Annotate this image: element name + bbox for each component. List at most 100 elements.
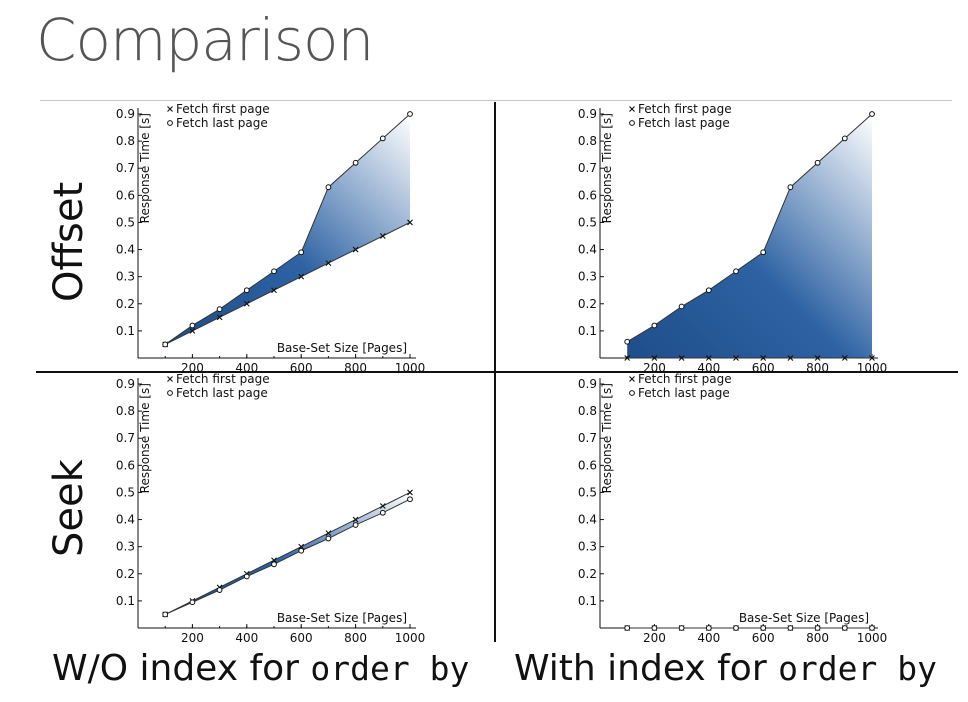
x-tick-label: 800 — [806, 361, 829, 375]
x-tick-label: 1000 — [857, 631, 888, 645]
point-marker-o — [705, 625, 712, 631]
y-tick-label: 0.4 — [578, 243, 597, 257]
x-tick-label: 800 — [344, 361, 367, 375]
point-marker-o — [271, 561, 277, 568]
x-tick-label: 600 — [752, 361, 775, 375]
x-tick-label: 400 — [697, 631, 720, 645]
point-marker-x — [379, 233, 386, 239]
point-marker-o — [705, 287, 712, 294]
y-axis-label: Response Time [s] — [600, 113, 614, 223]
point-marker-o — [678, 303, 685, 310]
y-tick-label: 0.5 — [116, 215, 135, 229]
chart-seek-without-index: 0.1 0.2 0.3 0.4 0.5 0.6 0.7 0.8 0.9 200 400 600 800 1… — [116, 372, 426, 645]
point-marker-x — [216, 314, 223, 321]
point-marker-o — [760, 249, 767, 256]
x-axis-label: Base-Set Size [Pages] — [739, 611, 869, 625]
x-tick-label: 1000 — [395, 361, 426, 375]
y-axis-label: Response Time [s] — [138, 113, 152, 223]
point-marker-x — [787, 355, 794, 361]
point-marker-o — [787, 625, 794, 631]
point-marker-x — [407, 219, 413, 226]
y-tick-label: 0.6 — [578, 188, 597, 202]
point-marker-o — [379, 509, 386, 516]
series-line-last-page — [164, 113, 411, 345]
legend-marker-x — [629, 106, 635, 112]
y-tick-label: 0.5 — [578, 485, 597, 499]
point-marker-o — [407, 111, 413, 117]
x-axis-label: Base-Set Size [Pages] — [277, 611, 407, 625]
point-marker-o — [216, 306, 223, 313]
x-tick-label: 400 — [235, 631, 258, 645]
point-marker-o — [760, 625, 767, 631]
x-tick-label: 600 — [752, 631, 775, 645]
legend-label: Fetch last page — [176, 116, 268, 130]
y-tick-label: 0.1 — [578, 324, 597, 338]
point-marker-x — [189, 328, 196, 334]
point-marker-x — [298, 543, 305, 550]
point-marker-o — [869, 111, 875, 117]
x-tick-label: 200 — [181, 631, 204, 645]
point-marker-x — [298, 273, 305, 280]
x-tick-label: 600 — [290, 361, 313, 375]
point-marker-o — [814, 159, 821, 166]
point-marker-o — [325, 184, 332, 191]
y-tick-label: 0.7 — [578, 161, 597, 175]
y-tick-label: 0.9 — [578, 107, 597, 121]
point-marker-o — [407, 496, 413, 503]
point-marker-o — [814, 625, 821, 631]
point-marker-x — [869, 355, 875, 361]
legend-marker-x — [167, 106, 173, 112]
x-tick-label: 1000 — [857, 361, 888, 375]
x-tick-label: 1000 — [395, 631, 426, 645]
series-line-first-page — [164, 221, 411, 345]
y-tick-label: 0.6 — [116, 188, 135, 202]
point-marker-x — [705, 355, 712, 361]
legend-label: Fetch first page — [638, 102, 732, 116]
point-marker-x — [841, 355, 848, 361]
point-marker-x — [407, 489, 413, 496]
y-tick-label: 0.7 — [116, 431, 135, 445]
y-tick-label: 0.8 — [116, 134, 135, 148]
point-marker-o — [325, 535, 332, 542]
point-marker-o — [352, 522, 359, 528]
y-tick-label: 0.5 — [578, 215, 597, 229]
legend-marker-x — [167, 376, 173, 382]
y-axis-label: Response Time [s] — [600, 383, 614, 493]
point-marker-x — [624, 355, 631, 361]
point-marker-x — [379, 503, 386, 509]
legend-label: Fetch last page — [638, 116, 730, 130]
y-tick-label: 0.1 — [116, 594, 135, 608]
series-line-first-page — [164, 491, 411, 615]
point-marker-o — [216, 587, 223, 593]
x-tick-label: 600 — [290, 631, 313, 645]
x-axis-label: Base-Set Size [Pages] — [277, 341, 407, 355]
point-marker-o — [841, 625, 848, 631]
y-tick-label: 0.2 — [116, 567, 135, 581]
y-tick-label: 0.3 — [116, 540, 135, 554]
y-tick-label: 0.9 — [578, 377, 597, 391]
y-tick-label: 0.1 — [116, 324, 135, 338]
point-marker-o — [162, 611, 169, 618]
fill-between-area — [165, 114, 410, 345]
point-marker-x — [760, 355, 767, 361]
y-tick-label: 0.6 — [578, 458, 597, 472]
legend-label: Fetch last page — [638, 386, 730, 400]
y-tick-label: 0.3 — [116, 270, 135, 284]
legend-marker-o — [629, 390, 635, 396]
y-tick-label: 0.8 — [578, 134, 597, 148]
point-marker-x — [678, 355, 685, 361]
y-tick-label: 0.2 — [578, 297, 597, 311]
point-marker-o — [243, 287, 250, 294]
y-tick-label: 0.4 — [116, 243, 135, 257]
y-tick-label: 0.5 — [116, 485, 135, 499]
legend-label: Fetch first page — [176, 372, 270, 386]
point-marker-x — [243, 300, 250, 307]
y-tick-label: 0.6 — [116, 458, 135, 472]
point-marker-o — [678, 625, 685, 631]
column-label-with-index-code: order by — [778, 649, 938, 688]
y-tick-label: 0.4 — [578, 513, 597, 527]
column-label-without-index-code: order by — [310, 649, 470, 688]
point-marker-o — [787, 184, 794, 191]
y-axis-label: Response Time [s] — [138, 383, 152, 493]
point-marker-o — [298, 249, 305, 256]
